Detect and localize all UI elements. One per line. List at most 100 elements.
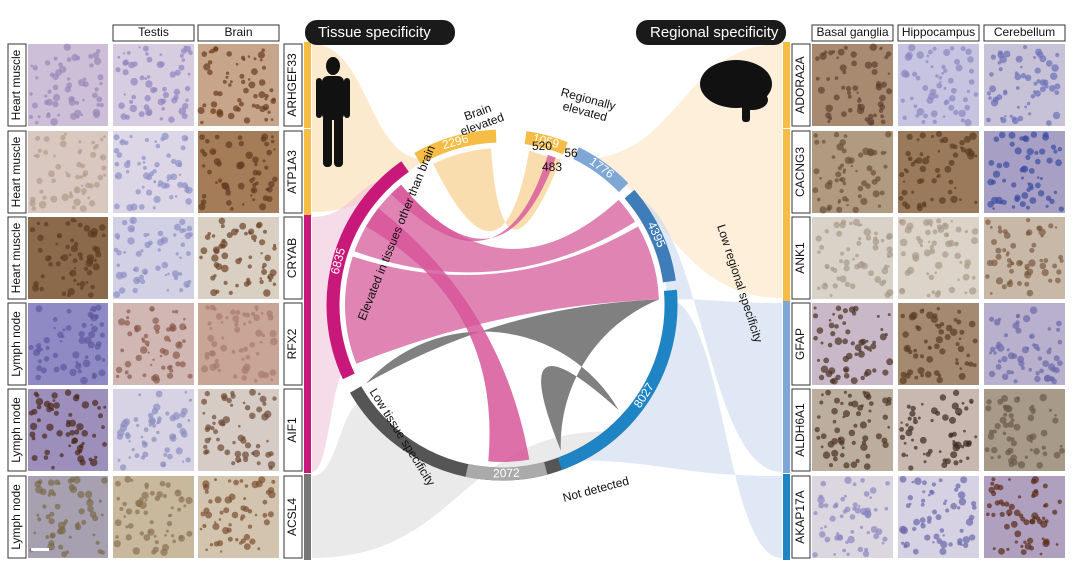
- cell: [818, 374, 825, 381]
- cell: [839, 221, 846, 229]
- cell: [230, 309, 236, 316]
- cell: [186, 530, 193, 537]
- cell: [953, 460, 959, 466]
- cell: [264, 97, 268, 101]
- cell: [913, 348, 917, 353]
- cell: [840, 452, 845, 458]
- cell: [959, 140, 965, 146]
- cell: [144, 95, 151, 102]
- cell: [994, 500, 1001, 506]
- cell: [825, 266, 829, 269]
- cell: [999, 511, 1005, 517]
- cell: [937, 150, 941, 153]
- column-header-box: [112, 24, 195, 42]
- cell: [239, 517, 244, 521]
- cell: [181, 58, 186, 62]
- tissue-label: Lymph node: [9, 311, 23, 377]
- cell: [942, 115, 946, 118]
- cell: [925, 60, 929, 64]
- cell: [185, 98, 189, 102]
- cell: [841, 111, 847, 117]
- cell: [880, 119, 886, 125]
- cell: [847, 393, 853, 398]
- cell: [828, 322, 835, 329]
- cell: [252, 183, 257, 188]
- cell: [950, 502, 957, 510]
- cell: [249, 538, 256, 545]
- cell: [1016, 105, 1020, 109]
- cell: [141, 337, 145, 341]
- cell: [988, 160, 995, 166]
- cell: [262, 262, 267, 268]
- cell: [271, 97, 276, 102]
- tissue-image: [28, 131, 108, 213]
- cell: [965, 441, 972, 448]
- cell: [268, 487, 275, 494]
- cell: [93, 181, 100, 188]
- cell: [969, 68, 974, 74]
- cell: [85, 281, 89, 284]
- cell: [837, 166, 843, 171]
- cell: [997, 455, 1001, 459]
- label-box: [283, 475, 303, 559]
- cell: [1054, 226, 1058, 229]
- cell: [45, 535, 50, 539]
- cell: [824, 50, 828, 54]
- cell: [840, 497, 845, 502]
- cell: [1013, 379, 1018, 384]
- cell: [76, 282, 80, 286]
- cell: [123, 161, 131, 169]
- segment-count: 6835: [328, 246, 349, 276]
- cell: [931, 240, 937, 246]
- cell: [235, 310, 241, 315]
- cell: [96, 102, 101, 107]
- cell: [262, 499, 268, 505]
- cell: [35, 135, 41, 141]
- cell: [234, 326, 241, 333]
- cell: [120, 140, 124, 143]
- cell: [204, 234, 211, 240]
- cell: [835, 305, 842, 312]
- cell: [103, 405, 107, 409]
- cell: [948, 159, 955, 166]
- cell: [899, 172, 905, 178]
- cell: [77, 363, 81, 367]
- cell: [1050, 366, 1057, 373]
- cell: [921, 498, 926, 503]
- cell: [243, 456, 249, 463]
- cell: [217, 91, 223, 97]
- cell: [160, 137, 165, 142]
- cell: [1059, 445, 1063, 448]
- cell: [937, 226, 945, 233]
- cell: [272, 176, 278, 183]
- cell: [848, 429, 856, 437]
- cell: [94, 455, 98, 460]
- cell: [244, 231, 248, 236]
- cell: [51, 392, 58, 399]
- cell: [854, 507, 862, 514]
- cell: [147, 528, 155, 536]
- cell: [248, 320, 252, 324]
- cell: [812, 313, 819, 319]
- cell: [1017, 461, 1026, 469]
- cell: [841, 85, 846, 90]
- cell: [82, 98, 85, 102]
- cell: [175, 361, 181, 367]
- cell: [89, 458, 98, 467]
- cell: [908, 44, 916, 52]
- cell: [1010, 242, 1017, 249]
- cell: [860, 478, 865, 483]
- cell: [1028, 112, 1032, 116]
- cell: [97, 174, 104, 181]
- cell: [37, 148, 42, 153]
- cell: [958, 498, 967, 506]
- category-bar: [304, 301, 311, 387]
- cell: [46, 423, 54, 431]
- cell: [126, 316, 130, 320]
- cell: [923, 249, 931, 257]
- cell: [1026, 148, 1034, 156]
- cell: [92, 108, 101, 117]
- cell: [68, 412, 73, 417]
- cell: [52, 101, 59, 108]
- cell: [973, 92, 979, 97]
